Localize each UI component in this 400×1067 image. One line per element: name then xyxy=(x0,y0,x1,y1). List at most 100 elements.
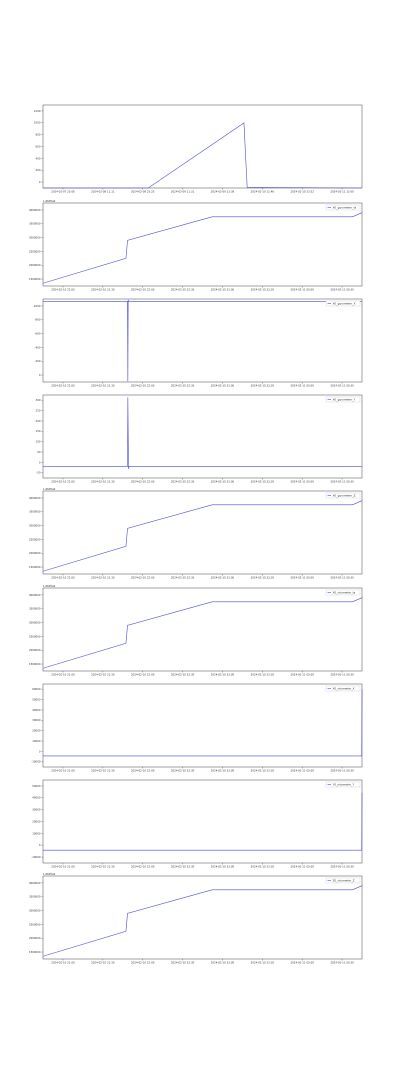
x-tick-label: 2024-02-11 00:00 xyxy=(291,384,315,388)
y-tick-label: 200 xyxy=(36,419,41,423)
plot-frame xyxy=(42,394,363,479)
plot-frame xyxy=(42,104,363,189)
x-tick-label: 2024-02-11 00:00 xyxy=(291,288,315,292)
chart-panel-4: -50 0 50 100 150 200 250 300 2024-02-10 21:00 202… xyxy=(36,394,363,484)
x-tick-label: 2024-02-10 21:30 xyxy=(91,865,115,869)
y-tick-label: 3500000 xyxy=(29,222,41,226)
x-tick-label: 2024-02-10 22:30 xyxy=(171,673,195,677)
x-tick-label: 2024-02-10 23:30 xyxy=(251,576,275,580)
legend-box xyxy=(325,204,361,211)
axis-offset-label: 1.6605e9 xyxy=(43,199,56,203)
y-tick-label: 1500000 xyxy=(29,277,41,281)
y-tick-label: 2000000 xyxy=(29,551,41,555)
y-tick-label: 1200 xyxy=(34,109,41,113)
legend-box xyxy=(325,877,361,884)
x-tick-label: 2024-02-10 23:30 xyxy=(251,480,275,484)
series-line xyxy=(42,212,363,284)
chart-panel-9: 1500000 2000000 2500000 3000000 3500000 40000… xyxy=(29,872,363,965)
plot-frame xyxy=(42,779,363,864)
x-tick-label: 2024-02-11 00:00 xyxy=(291,576,315,580)
y-tick-label: -50 xyxy=(36,471,41,475)
y-tick-label: 0 xyxy=(39,373,41,377)
x-tick-label: 2024-02-11 00:30 xyxy=(330,769,354,773)
x-tick-label: 2024-02-10 21:00 xyxy=(51,384,75,388)
y-tick-label: 4000000 xyxy=(29,593,41,597)
x-tick-label: 2024-02-10 23:30 xyxy=(251,288,275,292)
x-tick-label: 2024-02-10 22:30 xyxy=(171,769,195,773)
x-tick-label: 2024-02-11 00:30 xyxy=(330,480,354,484)
y-tick-label: 0 xyxy=(39,749,41,753)
y-tick-label: 10000 xyxy=(32,739,41,743)
y-tick-label: 150 xyxy=(36,429,41,433)
axis-offset-label: 1.6605e9 xyxy=(43,872,56,876)
plot-frame xyxy=(42,202,363,287)
x-tick-label: 2024-02-10 22:30 xyxy=(171,480,195,484)
x-tick-label: 2024-02-10 22:30 xyxy=(171,288,195,292)
x-tick-label: 2024-02-10 23:00 xyxy=(211,865,235,869)
x-tick-label: 2024-02-11 00:00 xyxy=(291,480,315,484)
y-tick-label: 0 xyxy=(39,460,41,464)
x-tick-label: 2024-02-10 23:52 xyxy=(291,190,315,194)
x-tick-label: 2024-02-10 21:30 xyxy=(91,384,115,388)
y-tick-label: 4000000 xyxy=(29,208,41,212)
x-tick-label: 2024-02-11 00:30 xyxy=(330,865,354,869)
legend-box xyxy=(325,396,361,403)
legend-box xyxy=(325,492,361,499)
x-tick-label: 2024-02-11 00:00 xyxy=(291,961,315,965)
y-tick-label: 50000 xyxy=(32,784,41,788)
x-tick-label: 2024-02-07 23:06 xyxy=(51,190,75,194)
y-tick-label: 50 xyxy=(37,450,41,454)
y-tick-label: 10000 xyxy=(32,831,41,835)
y-tick-label: 3000000 xyxy=(29,908,41,912)
chart-panel-6: 1500000 2000000 2500000 3000000 3500000 40000… xyxy=(29,584,363,677)
legend-label: Z0_odometer_Z xyxy=(333,879,355,883)
y-tick-label: 30000 xyxy=(32,808,41,812)
x-tick-label: 2024-02-10 21:30 xyxy=(91,576,115,580)
legend-box xyxy=(325,781,361,788)
x-tick-label: 2024-02-10 23:00 xyxy=(211,576,235,580)
x-tick-label: 2024-02-10 23:30 xyxy=(251,384,275,388)
x-tick-label: 2024-02-11 00:30 xyxy=(330,576,354,580)
x-tick-label: 2024-02-10 23:00 xyxy=(211,961,235,965)
x-tick-label: 2024-02-10 21:00 xyxy=(51,865,75,869)
y-tick-label: 40000 xyxy=(32,796,41,800)
x-tick-label: 2024-02-10 22:30 xyxy=(171,865,195,869)
series-line xyxy=(43,122,363,189)
y-tick-label: -1000 xyxy=(33,304,41,308)
series-line xyxy=(42,500,363,572)
x-tick-label: 2024-02-10 22:00 xyxy=(131,769,155,773)
y-tick-label: 30000 xyxy=(32,718,41,722)
x-tick-label: 2024-02-10 21:00 xyxy=(51,673,75,677)
y-tick-label: 60000 xyxy=(32,687,41,691)
x-tick-label: 2024-02-10 22:00 xyxy=(131,288,155,292)
x-tick-label: 2024-02-10 21:00 xyxy=(51,961,75,965)
x-tick-label: 2024-02-10 21:30 xyxy=(91,961,115,965)
y-tick-label: 1500000 xyxy=(29,565,41,569)
y-tick-label: -200 xyxy=(35,359,41,363)
y-tick-label: 3500000 xyxy=(29,607,41,611)
series-line xyxy=(43,792,363,851)
y-tick-label: 4000000 xyxy=(29,496,41,500)
y-tick-label: 0 xyxy=(39,843,41,847)
axis-offset-label: 1.6605e9 xyxy=(43,487,56,491)
x-tick-label: 2024-02-10 23:00 xyxy=(211,288,235,292)
x-tick-label: 2024-02-10 22:00 xyxy=(131,480,155,484)
y-tick-label: 20000 xyxy=(32,819,41,823)
series-line xyxy=(43,397,362,469)
y-tick-label: 4000000 xyxy=(29,881,41,885)
y-tick-label: -10000 xyxy=(31,855,41,859)
x-tick-label: 2024-02-10 23:30 xyxy=(251,865,275,869)
y-tick-label: 800 xyxy=(36,133,41,137)
x-tick-label: 2024-02-11 12:00 xyxy=(330,190,354,194)
x-tick-label: 2024-02-10 22:00 xyxy=(131,576,155,580)
legend-label: X0_gyrometer_Z xyxy=(333,494,356,498)
series-line xyxy=(43,689,363,757)
y-tick-label: 600 xyxy=(36,144,41,148)
y-tick-label: 3500000 xyxy=(29,510,41,514)
y-tick-label: 2000000 xyxy=(29,936,41,940)
y-tick-label: 1500000 xyxy=(29,950,41,954)
y-tick-label: 3000000 xyxy=(29,620,41,624)
legend-box xyxy=(325,300,361,307)
y-tick-label: -10000 xyxy=(31,760,41,764)
